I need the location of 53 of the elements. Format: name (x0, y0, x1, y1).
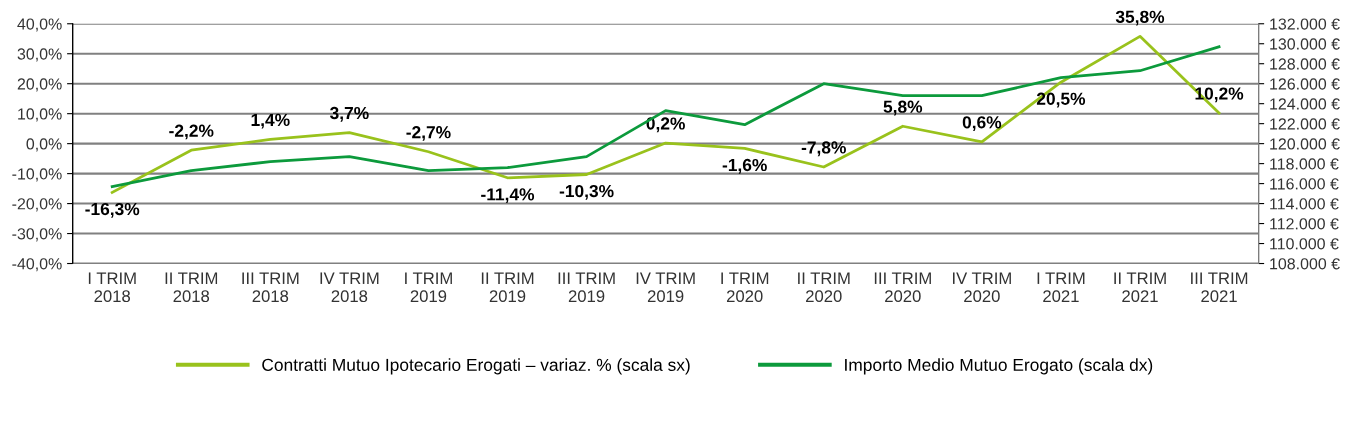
y2-tick-label: 118.000 € (1270, 158, 1339, 170)
x-tick-label: III TRIM 2019 (558, 272, 615, 303)
data-label: -10,3% (559, 184, 614, 200)
y-tick-label: -10,0% (12, 168, 62, 182)
x-tick-label: I TRIM 2019 (405, 272, 452, 303)
data-label: 3,7% (329, 106, 369, 122)
legend-label: Importo Medio Mutuo Erogato (scala dx) (845, 358, 1153, 375)
y2-tick-label: 114.000 € (1270, 198, 1339, 210)
y-tick-label: -30,0% (12, 228, 62, 242)
data-label: -7,8% (801, 141, 846, 157)
y2-tick-label: 128.000 € (1270, 58, 1340, 70)
data-label: -2,7% (406, 126, 451, 141)
data-label: -16,3% (85, 202, 140, 218)
y-tick-label: 20,0% (17, 78, 62, 92)
x-tick-label: I TRIM 2021 (1037, 272, 1085, 303)
data-label: 35,8% (1115, 10, 1165, 26)
y2-tick-label: 124.000 € (1270, 98, 1340, 110)
x-tick-label: IV TRIM 2018 (320, 272, 379, 303)
data-label: 0,6% (962, 116, 1002, 131)
y2-tick-label: 108.000 € (1270, 258, 1340, 270)
x-tick-label: III TRIM 2020 (874, 272, 931, 303)
y-tick-label: 40,0% (17, 18, 62, 32)
x-tick-label: II TRIM 2019 (481, 272, 534, 303)
x-tick-label: II TRIM 2020 (798, 272, 850, 303)
y2-tick-label: 130.000 € (1270, 38, 1340, 50)
x-tick-label: II TRIM 2021 (1114, 272, 1166, 303)
x-tick-label: I TRIM 2018 (88, 272, 136, 303)
y-tick-label: 10,0% (18, 108, 62, 122)
y2-tick-label: 132.000 € (1270, 18, 1340, 30)
x-tick-label: III TRIM 2018 (242, 272, 299, 303)
x-tick-label: II TRIM 2018 (165, 272, 218, 303)
y-tick-label: 30,0% (17, 48, 62, 62)
y-tick-label: 0,0% (26, 138, 62, 152)
data-label: 1,4% (251, 113, 290, 129)
y-tick-label: -20,0% (12, 198, 62, 212)
y2-tick-label: 122.000 € (1270, 118, 1340, 130)
y2-tick-label: 116.000 € (1270, 178, 1339, 190)
y2-tick-label: 120.000 € (1270, 138, 1340, 150)
y2-tick-label: 110.000 € (1270, 238, 1339, 250)
x-tick-label: IV TRIM 2019 (636, 272, 695, 303)
y-tick-label: -40,0% (12, 258, 62, 272)
data-label: -1,6% (722, 158, 767, 174)
y2-tick-label: 112.000 € (1270, 218, 1339, 230)
y2-tick-label: 126.000 € (1270, 78, 1340, 90)
data-label: 20,5% (1036, 92, 1086, 108)
data-label: -11,4% (481, 188, 535, 204)
legend-label: Contratti Mutuo Ipotecario Erogati – variaz. % (scala sx) (262, 358, 690, 375)
data-label: -2,2% (169, 124, 214, 140)
x-tick-label: I TRIM 2020 (721, 272, 769, 303)
data-label: 0,2% (646, 117, 685, 133)
x-tick-label: III TRIM 2021 (1191, 272, 1248, 303)
x-tick-label: IV TRIM 2020 (953, 272, 1011, 303)
data-label: 5,8% (883, 100, 923, 116)
